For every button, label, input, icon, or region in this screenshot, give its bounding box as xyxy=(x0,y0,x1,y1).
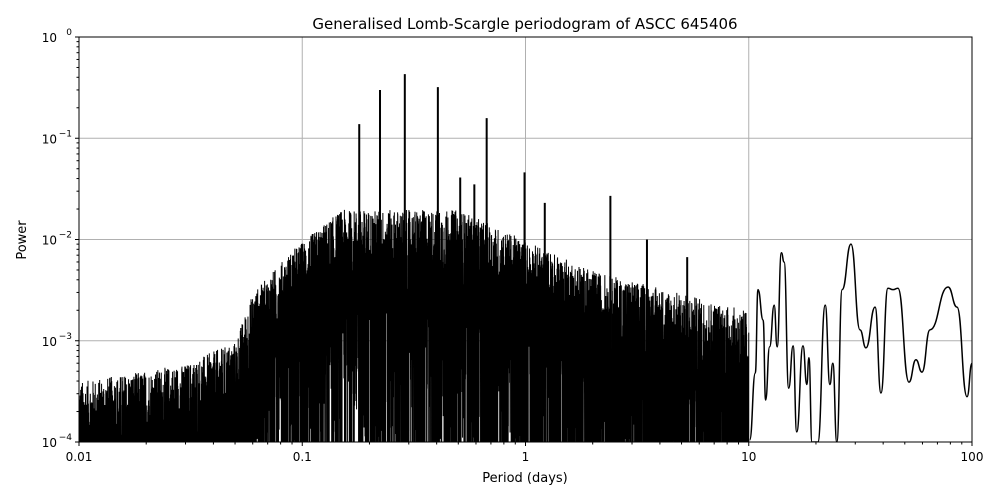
x-tick-label: 0.1 xyxy=(293,450,312,464)
y-tick-label: 10 xyxy=(42,132,57,146)
plot-frame xyxy=(78,36,973,443)
noise-line xyxy=(79,209,750,442)
y-tick-exponent: −3 xyxy=(59,332,72,342)
y-tick-exponent: 0 xyxy=(66,28,72,38)
long-period-line xyxy=(748,243,972,442)
y-axis-label: Power xyxy=(15,220,30,260)
x-tick-label: 100 xyxy=(961,450,984,464)
x-tick-label: 10 xyxy=(741,450,756,464)
chart-title: Generalised Lomb-Scargle periodogram of … xyxy=(312,15,737,33)
y-tick-exponent: −1 xyxy=(59,129,72,139)
y-tick-label: 10 xyxy=(42,234,57,248)
y-tick-label: 10 xyxy=(42,335,57,349)
y-tick-label: 10 xyxy=(42,31,57,45)
x-axis-label: Period (days) xyxy=(482,471,568,486)
y-tick-label: 10 xyxy=(42,436,57,450)
series-power xyxy=(79,74,972,442)
y-tick-exponent: −2 xyxy=(59,231,72,241)
y-tick-exponent: −4 xyxy=(59,433,73,443)
x-tick-label: 0.01 xyxy=(66,450,93,464)
x-tick-label: 1 xyxy=(522,450,530,464)
